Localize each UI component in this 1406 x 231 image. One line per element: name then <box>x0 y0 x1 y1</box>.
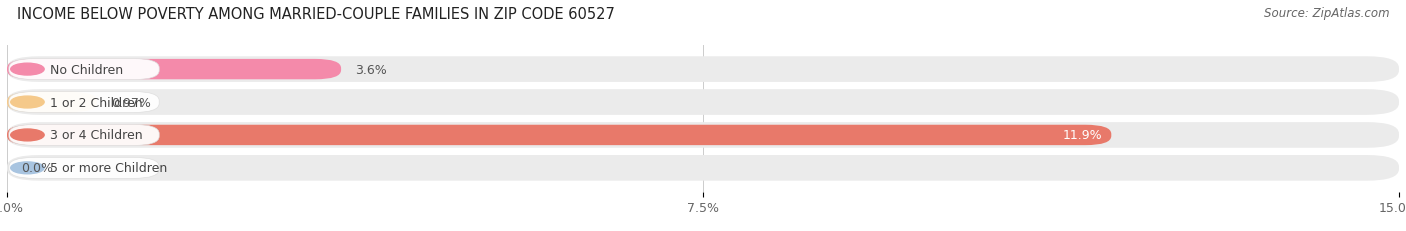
Circle shape <box>11 129 44 141</box>
FancyBboxPatch shape <box>8 158 159 179</box>
Text: 5 or more Children: 5 or more Children <box>49 162 167 175</box>
Text: 1 or 2 Children: 1 or 2 Children <box>49 96 142 109</box>
Text: No Children: No Children <box>49 63 122 76</box>
FancyBboxPatch shape <box>7 125 1111 146</box>
FancyBboxPatch shape <box>7 57 1399 82</box>
FancyBboxPatch shape <box>7 90 1399 115</box>
Text: Source: ZipAtlas.com: Source: ZipAtlas.com <box>1264 7 1389 20</box>
Text: 3 or 4 Children: 3 or 4 Children <box>49 129 142 142</box>
Circle shape <box>11 162 44 174</box>
Circle shape <box>11 97 44 109</box>
Text: INCOME BELOW POVERTY AMONG MARRIED-COUPLE FAMILIES IN ZIP CODE 60527: INCOME BELOW POVERTY AMONG MARRIED-COUPL… <box>17 7 614 22</box>
Circle shape <box>11 64 44 76</box>
Text: 3.6%: 3.6% <box>354 63 387 76</box>
FancyBboxPatch shape <box>7 155 1399 181</box>
Text: 0.0%: 0.0% <box>21 162 53 175</box>
FancyBboxPatch shape <box>7 92 97 113</box>
Text: 0.97%: 0.97% <box>111 96 150 109</box>
Text: 11.9%: 11.9% <box>1063 129 1102 142</box>
FancyBboxPatch shape <box>7 123 1399 148</box>
FancyBboxPatch shape <box>7 60 342 80</box>
FancyBboxPatch shape <box>8 92 159 113</box>
FancyBboxPatch shape <box>8 59 159 80</box>
FancyBboxPatch shape <box>8 125 159 146</box>
